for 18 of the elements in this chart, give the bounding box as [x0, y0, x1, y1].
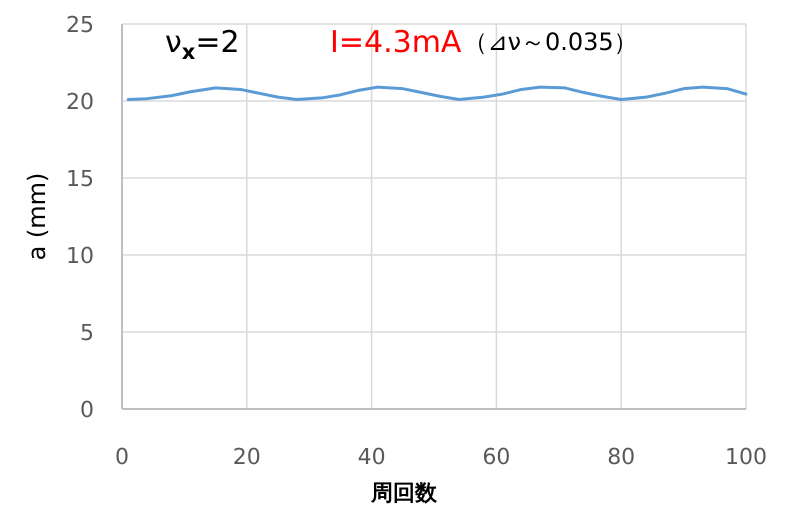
y-tick-label: 10: [66, 244, 94, 269]
line-series: [126, 86, 748, 101]
x-tick-label: 0: [115, 445, 129, 470]
y-tick-label: 5: [80, 321, 94, 346]
y-tick-label: 15: [66, 167, 94, 192]
annotation: （⊿ν～0.035）: [463, 28, 638, 56]
x-tick-label: 40: [358, 445, 386, 470]
x-axis-title: 周回数: [370, 481, 438, 506]
x-tick-label: 100: [725, 445, 767, 470]
chart-title: ν$_{x}$=2: [165, 25, 240, 64]
x-tick-label: 60: [482, 445, 510, 470]
x-tick-label: 20: [232, 445, 261, 470]
y-tick-label: 20: [66, 90, 94, 115]
x-tick-label: 80: [607, 445, 636, 470]
chart-subtitle: I=4.3mA: [330, 25, 462, 60]
y-axis-title: a (mm): [23, 172, 51, 260]
y-tick-label: 25: [66, 13, 94, 38]
y-tick-label: 0: [80, 398, 94, 423]
